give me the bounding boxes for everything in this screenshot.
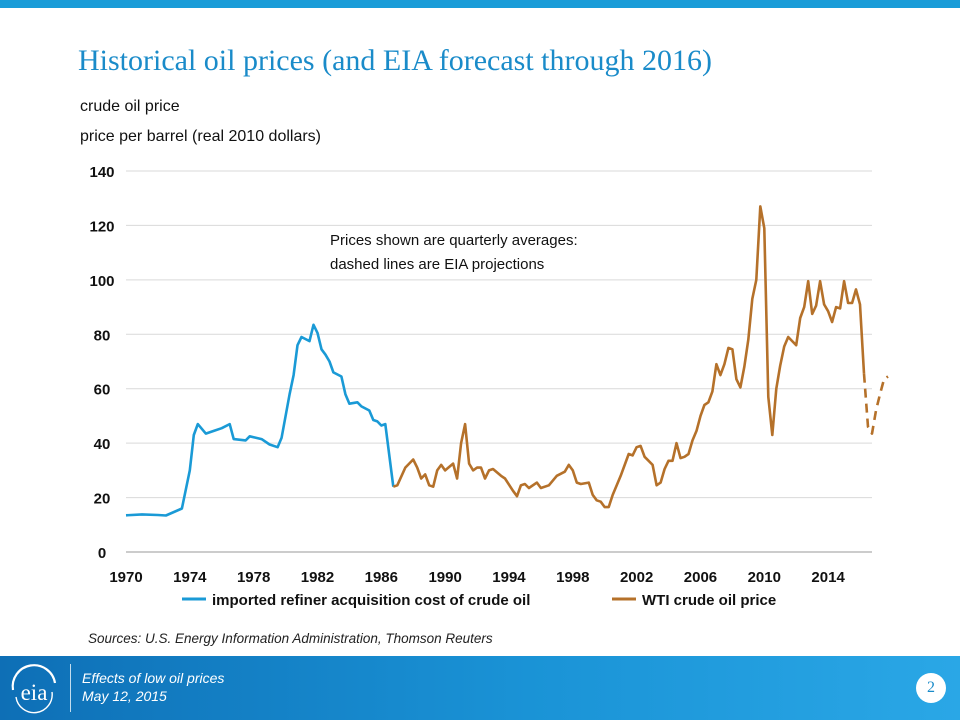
legend-label-1: imported refiner acquisition cost of cru… [212,592,530,609]
y-tick-label-140: 140 [89,164,114,181]
x-tick-label-1970: 1970 [109,569,142,586]
chart-annotation: Prices shown are quarterly averages: dash… [330,232,578,273]
x-tick-label-1982: 1982 [301,569,334,586]
series-line-1 [125,323,395,517]
footer-divider [70,664,71,712]
footer-date: May 12, 2015 [82,688,167,704]
y-axis-label: price per barrel (real 2010 dollars) [80,128,321,145]
x-tick-label-2014: 2014 [811,569,845,586]
footer-presentation-title: Effects of low oil prices [82,670,225,686]
svg-text:eia: eia [21,680,48,705]
slide-title: Historical oil prices (and EIA forecast … [78,44,712,77]
chart-gridlines [126,170,872,553]
x-tick-label-2006: 2006 [684,569,717,586]
x-tick-label-2010: 2010 [748,569,781,586]
y-tick-label-20: 20 [94,491,111,508]
y-tick-label-120: 120 [89,218,114,235]
series-line-2 [392,205,866,509]
chart-series [125,205,889,517]
y-tick-labels: 0 20 40 60 80 100 120 140 [89,164,114,562]
page-number: 2 [916,673,946,703]
y-tick-label-100: 100 [89,273,114,290]
x-tick-label-1986: 1986 [365,569,398,586]
x-tick-label-1994: 1994 [492,569,526,586]
top-accent-bar [0,0,960,8]
y-tick-label-40: 40 [94,436,111,453]
legend-label-2: WTI crude oil price [642,592,776,609]
y-tick-label-80: 80 [94,327,111,344]
x-tick-labels: 1970 1974 1978 1982 1986 1990 1994 1998 2002 2006… [109,569,845,586]
y-tick-label-60: 60 [94,382,111,399]
x-tick-label-2002: 2002 [620,569,653,586]
x-tick-label-1978: 1978 [237,569,270,586]
x-tick-label-1990: 1990 [428,569,461,586]
footer-bar: eia Effects of low oil prices May 12, 20… [0,656,960,720]
chart-legend: imported refiner acquisition cost of cru… [182,592,776,609]
series-line-3-projection [862,373,889,435]
sources-note: Sources: U.S. Energy Information Adminis… [88,631,493,646]
x-tick-label-1998: 1998 [556,569,589,586]
annotation-line-2: dashed lines are EIA projections [330,256,544,273]
chart-title: crude oil price [80,98,180,115]
y-tick-label-0: 0 [98,545,106,562]
eia-logo-icon: eia [11,664,57,714]
x-tick-label-1974: 1974 [173,569,207,586]
annotation-line-1: Prices shown are quarterly averages: [330,232,578,249]
